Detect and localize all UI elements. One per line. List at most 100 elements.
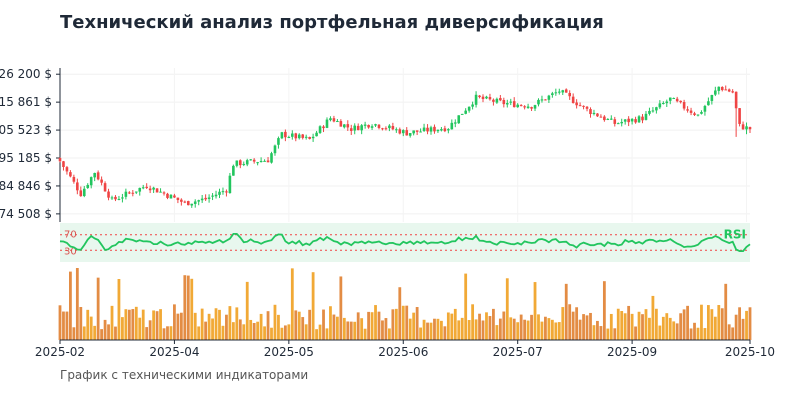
- volume-bar: [557, 322, 561, 340]
- candle-body: [492, 99, 495, 102]
- volume-bar: [602, 281, 606, 340]
- volume-bar: [335, 316, 339, 340]
- candle-body: [304, 136, 308, 138]
- candle-body: [322, 126, 325, 129]
- candle-body: [225, 191, 228, 193]
- candle-body: [589, 109, 592, 115]
- candle-body: [662, 103, 665, 105]
- candle-body: [242, 163, 246, 165]
- volume-bar: [297, 311, 301, 340]
- candle-body: [155, 188, 159, 193]
- rsi-upper-label: 70: [64, 230, 77, 241]
- volume-bar: [308, 309, 312, 340]
- volume-bar: [349, 321, 353, 340]
- candle-body: [183, 201, 187, 203]
- volume-bar: [457, 320, 461, 340]
- candle-body: [301, 134, 305, 138]
- candle-body: [575, 102, 578, 106]
- volume-bar: [93, 325, 97, 340]
- volume-bar: [582, 314, 585, 340]
- volume-bar: [623, 313, 627, 340]
- candle-body: [107, 191, 110, 198]
- volume-bar: [537, 314, 540, 340]
- candle-body: [79, 190, 83, 197]
- candle-body: [571, 96, 575, 104]
- volume-bar: [724, 283, 728, 340]
- volume-bar: [440, 320, 443, 340]
- volume-bar: [325, 328, 329, 340]
- volume-bar: [519, 314, 523, 340]
- candle-body: [232, 165, 235, 176]
- candle-body: [197, 200, 200, 202]
- volume-bar: [138, 317, 142, 340]
- volume-bar: [446, 312, 450, 340]
- candle-body: [495, 98, 499, 103]
- candle-body: [686, 109, 689, 111]
- volume-bar: [166, 326, 169, 340]
- volume-bar: [738, 307, 741, 340]
- time-tick-label: 2025-07: [493, 345, 543, 359]
- candle-body: [103, 183, 107, 192]
- volume-bar: [381, 320, 384, 340]
- candle-body: [682, 102, 686, 109]
- candle-body: [689, 110, 693, 113]
- volume-bar: [207, 313, 211, 340]
- candle-body: [245, 160, 249, 165]
- volume-bar: [211, 318, 214, 340]
- volume-bar: [218, 309, 221, 340]
- candle-body: [724, 89, 728, 91]
- candle-body: [176, 197, 180, 201]
- volume-bar: [155, 311, 159, 340]
- volume-bar: [370, 312, 374, 340]
- volume-bar: [495, 325, 499, 340]
- candle-body: [169, 194, 173, 199]
- candle-body: [291, 133, 294, 137]
- volume-bar: [114, 326, 117, 340]
- candle-body: [159, 191, 162, 193]
- candle-body: [370, 126, 374, 128]
- rsi-line: [59, 232, 751, 253]
- volume-bar: [214, 308, 218, 340]
- volume-bar: [169, 326, 173, 340]
- candle-body: [336, 121, 339, 123]
- volume-bar: [356, 312, 360, 340]
- candle-body: [440, 129, 443, 131]
- volume-bar: [235, 307, 239, 340]
- candle-body: [471, 104, 474, 107]
- candle-body: [190, 203, 194, 206]
- candle-body: [526, 106, 530, 109]
- candle-body: [557, 91, 561, 93]
- time-tick-label: 2025-02: [35, 345, 85, 359]
- candle-body: [630, 118, 634, 122]
- volume-bar: [107, 324, 110, 340]
- candle-body: [426, 127, 429, 132]
- candle-body: [450, 122, 454, 130]
- candle-body: [193, 201, 197, 204]
- candle-body: [315, 132, 318, 137]
- volume-bar: [679, 313, 683, 340]
- candle-body: [714, 90, 717, 95]
- volume-bar: [443, 326, 447, 340]
- volume-bar: [661, 316, 665, 340]
- volume-bar: [367, 311, 370, 340]
- volume-bar: [641, 314, 644, 340]
- candle-body: [693, 113, 696, 115]
- candle-body: [252, 159, 256, 162]
- candle-body: [405, 130, 409, 136]
- candle-body: [332, 118, 336, 122]
- candle-body: [287, 136, 291, 138]
- candle-body: [148, 188, 152, 191]
- volume-bar: [405, 305, 409, 340]
- volume-bar: [727, 324, 731, 340]
- volume-bar: [585, 315, 589, 340]
- volume-bar: [287, 324, 291, 340]
- candle-body: [152, 187, 155, 190]
- volume-bar: [533, 282, 537, 340]
- candle-body: [474, 94, 478, 105]
- candle-body: [703, 105, 707, 112]
- volume-bar: [238, 319, 242, 340]
- volume-bar: [734, 314, 738, 340]
- volume-bar: [277, 314, 280, 340]
- volume-bar: [322, 309, 325, 340]
